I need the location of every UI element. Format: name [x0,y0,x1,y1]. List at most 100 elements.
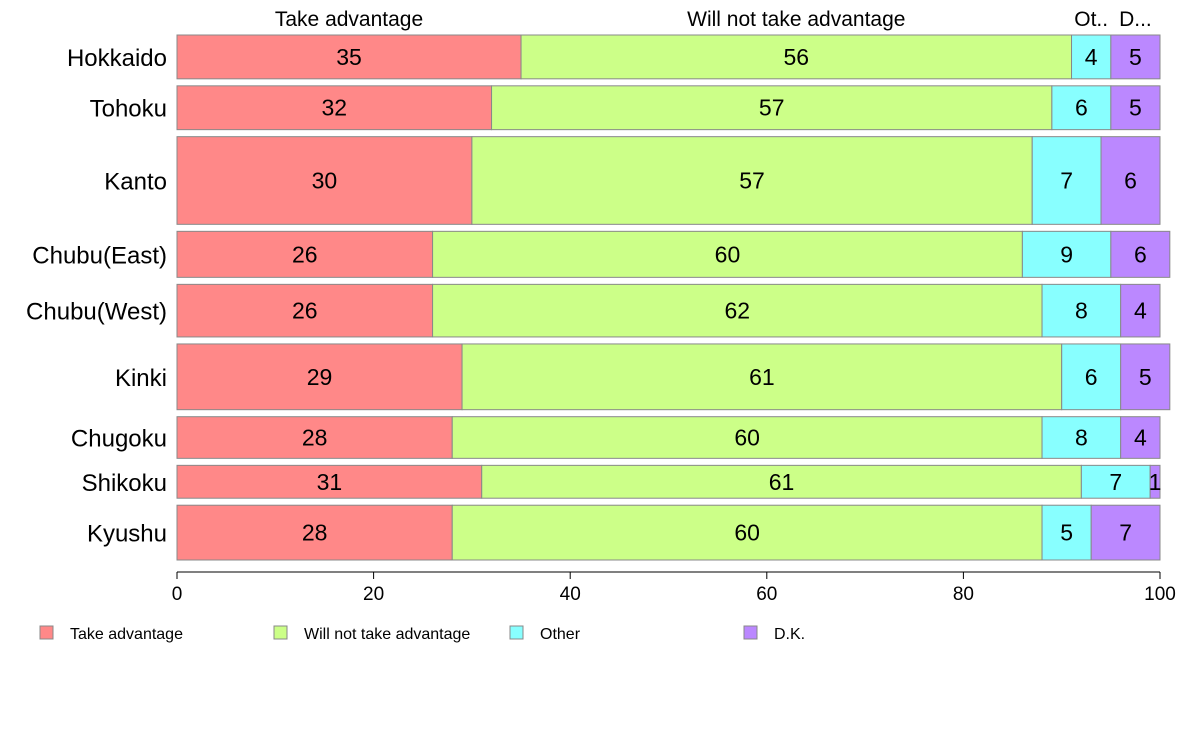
data-label: 61 [749,364,775,390]
bar-row-kanto: 30 57 7 6 [176,136,1161,225]
data-label: 35 [336,44,362,70]
data-label: 5 [1139,364,1152,390]
series-header-labels: Take advantage Will not take advantage Ot.… [275,8,1152,31]
data-label: 57 [759,95,785,121]
bar-segment-will-not-take-advantage [451,504,1043,561]
data-label: 6 [1134,241,1147,267]
category-label: Shikoku [82,470,167,497]
bar-row-shikoku: 31 61 7 1 [176,464,1162,499]
bar-segment-take-advantage [176,504,453,561]
data-label: 8 [1075,298,1088,324]
data-label: 5 [1129,95,1142,121]
bar-row-kinki: 29 61 6 5 [176,343,1171,411]
data-label: 62 [725,298,751,324]
bar-segment-d-k [1149,464,1161,499]
bar-row-hokkaido: 35 56 4 5 [176,34,1161,80]
data-label: 7 [1119,520,1132,546]
category-label: Kanto [104,168,167,195]
bar-segment-take-advantage [176,230,434,278]
bar-segment-take-advantage [176,34,522,80]
bar-segment-will-not-take-advantage [520,34,1073,80]
data-label: 30 [312,167,338,193]
bar-row-chubu-east: 26 60 9 6 [176,230,1171,278]
legend-item-will-not-take-advantage: Will not take advantage [273,625,470,643]
legend-swatch [39,625,54,640]
bar-row-tohoku: 32 57 6 5 [176,85,1161,131]
bar-segment-take-advantage [176,283,434,338]
legend-item-d-k: D.K. [743,625,805,643]
x-tick-label: 80 [953,584,974,605]
series-header-label: Will not take advantage [687,8,905,31]
data-label: 56 [783,44,809,70]
x-tick-label: 40 [560,584,581,605]
data-label: 60 [734,425,760,451]
bar-segment-other [1080,464,1151,499]
bar-segment-other [1041,504,1092,561]
category-label: Chugoku [71,426,167,453]
data-label: 7 [1109,469,1122,495]
data-label: 6 [1075,95,1088,121]
data-label: 57 [739,167,765,193]
legend-label: D.K. [774,626,805,643]
legend-item-other: Other [509,625,581,643]
data-label: 5 [1129,44,1142,70]
x-tick-label: 60 [756,584,777,605]
bar-segment-other [1061,343,1122,411]
data-label: 8 [1075,425,1088,451]
bar-row-chugoku: 28 60 8 4 [176,416,1161,459]
bar-segment-d-k [1090,504,1161,561]
bar-segment-d-k [1110,34,1161,80]
data-label: 5 [1060,520,1073,546]
legend-swatch [273,625,288,640]
legend-swatch [743,625,758,640]
legend-item-take-advantage: Take advantage [39,625,183,643]
bar-segment-take-advantage [176,416,453,459]
category-label: Chubu(East) [32,242,167,269]
data-label: 28 [302,520,328,546]
bar-segment-other [1051,85,1112,131]
bar-segment-d-k [1120,343,1171,411]
bar-segment-will-not-take-advantage [491,85,1053,131]
data-label: 7 [1060,167,1073,193]
bar-segment-will-not-take-advantage [471,136,1033,225]
data-label: 9 [1060,241,1073,267]
bar-segment-d-k [1100,136,1161,225]
data-label: 4 [1085,44,1098,70]
series-header-label: D... [1119,8,1152,31]
data-label: 4 [1134,425,1147,451]
data-label: 31 [317,469,343,495]
legend-label: Take advantage [70,626,183,643]
data-label: 60 [734,520,760,546]
category-label: Kinki [115,365,167,392]
bar-segment-d-k [1120,416,1161,459]
data-label: 61 [769,469,795,495]
bar-segment-d-k [1120,283,1161,338]
data-label: 28 [302,425,328,451]
data-label: 1 [1149,469,1162,495]
legend-label: Other [540,626,581,643]
x-tick-label: 100 [1144,584,1176,605]
series-header-label: Ot.. [1074,8,1108,31]
category-label: Tohoku [90,96,167,123]
legend: Take advantage Will not take advantage Oth… [39,625,805,643]
bar-segment-will-not-take-advantage [461,343,1063,411]
data-label: 26 [292,298,318,324]
category-label: Chubu(West) [26,299,167,326]
bar-segment-d-k [1110,85,1161,131]
x-tick-label: 20 [363,584,384,605]
bar-segment-other [1041,283,1122,338]
data-label: 29 [307,364,333,390]
bar-segment-take-advantage [176,136,473,225]
x-axis: 0 20 40 60 80 100 [172,571,1176,605]
legend-swatch [509,625,524,640]
x-tick-label: 0 [172,584,183,605]
bar-segment-d-k [1110,230,1171,278]
category-label: Kyushu [87,521,167,548]
category-label: Hokkaido [67,45,167,72]
bar-segment-take-advantage [176,85,493,131]
bars-group: 35 56 4 532 57 6 530 57 7 626 60 9 626 62 8 429 61 6 528 60… [176,34,1171,561]
bar-segment-take-advantage [176,343,463,411]
series-header-label: Take advantage [275,8,423,31]
bar-segment-other [1071,34,1112,80]
